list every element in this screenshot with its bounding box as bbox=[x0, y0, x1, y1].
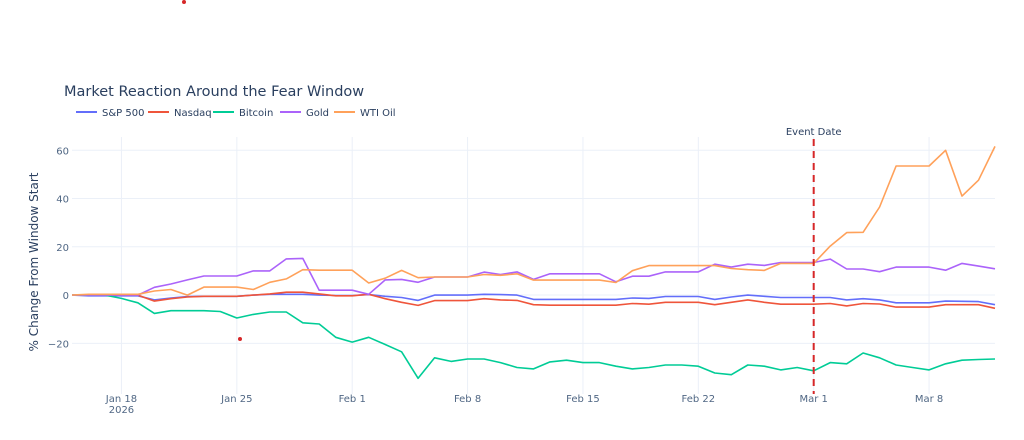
legend-item-s-p-500[interactable]: S&P 500 bbox=[76, 108, 144, 119]
y-tick-label: 0 bbox=[63, 291, 69, 302]
series-line-gold bbox=[72, 257, 996, 296]
legend-item-gold[interactable]: Gold bbox=[280, 108, 329, 119]
x-tick-label: Feb 8 bbox=[454, 394, 481, 405]
y-tick-label: −20 bbox=[48, 339, 69, 350]
stray-marker-dot bbox=[182, 0, 186, 4]
legend-item-wti-oil[interactable]: WTI Oil bbox=[334, 108, 396, 119]
y-tick-label: 40 bbox=[56, 195, 69, 206]
legend: S&P 500 Nasdaq Bitcoin Gold WTI Oil bbox=[76, 108, 396, 119]
legend-item-nasdaq[interactable]: Nasdaq bbox=[148, 108, 212, 119]
x-tick-sublabel: 2026 bbox=[109, 405, 134, 416]
legend-label: Bitcoin bbox=[239, 108, 273, 119]
y-tick-label: 20 bbox=[56, 243, 69, 254]
series-line-bitcoin bbox=[72, 294, 996, 380]
event-marker: Event Date bbox=[786, 127, 842, 394]
legend-item-bitcoin[interactable]: Bitcoin bbox=[213, 108, 273, 119]
x-tick-label: Feb 22 bbox=[682, 394, 716, 405]
legend-label: S&P 500 bbox=[102, 108, 144, 119]
x-tick-label: Mar 1 bbox=[799, 394, 827, 405]
series-line-wti-oil bbox=[71, 146, 996, 296]
x-tick-label: Jan 18 bbox=[105, 394, 137, 405]
x-tick-label: Feb 15 bbox=[566, 394, 600, 405]
y-axis-ticks: −20 0 20 40 60 bbox=[48, 146, 69, 350]
legend-label: WTI Oil bbox=[360, 108, 396, 119]
chart-title: Market Reaction Around the Fear Window bbox=[64, 84, 364, 100]
grid bbox=[72, 137, 995, 394]
x-tick-label: Mar 8 bbox=[915, 394, 943, 405]
series-line-nasdaq bbox=[72, 291, 996, 310]
series-lines bbox=[71, 146, 996, 380]
legend-label: Nasdaq bbox=[174, 108, 212, 119]
y-axis-title: % Change From Window Start bbox=[27, 172, 41, 351]
legend-label: Gold bbox=[306, 108, 329, 119]
x-tick-label: Feb 1 bbox=[339, 394, 366, 405]
y-tick-label: 60 bbox=[56, 146, 69, 157]
x-tick-label: Jan 25 bbox=[220, 394, 252, 405]
stray-marker-dot bbox=[238, 337, 242, 341]
event-date-label: Event Date bbox=[786, 127, 842, 138]
